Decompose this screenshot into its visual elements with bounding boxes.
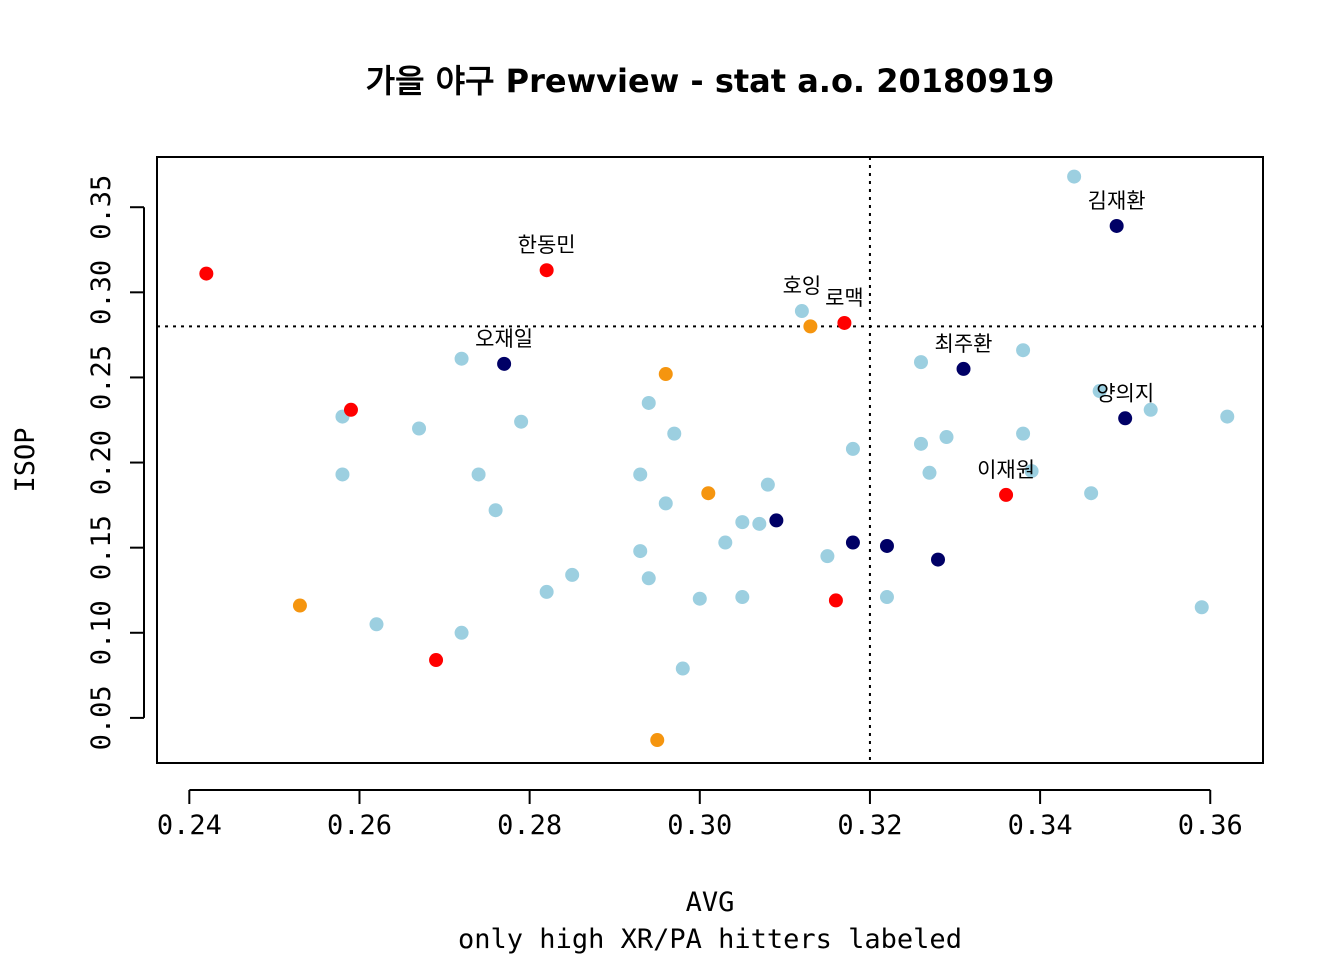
point-label: 한동민: [518, 233, 576, 257]
data-point: [803, 319, 818, 334]
point-label: 최주환: [935, 332, 993, 356]
data-point: [1084, 486, 1099, 501]
data-point: [412, 421, 427, 436]
y-tick-label: 0.25: [86, 345, 117, 410]
data-point: [1194, 600, 1209, 615]
data-point: [1118, 411, 1133, 426]
data-point: [471, 467, 486, 482]
data-point: [845, 535, 860, 550]
data-point: [343, 402, 358, 417]
data-point: [1016, 343, 1031, 358]
data-point: [454, 625, 469, 640]
data-point: [454, 351, 469, 366]
data-point: [1143, 402, 1158, 417]
x-tick-label: 0.34: [1008, 810, 1073, 841]
x-axis: 0.24 0.26 0.28 0.30 0.32 0.34 0.36: [157, 789, 1243, 841]
data-point: [650, 733, 665, 748]
data-point: [1016, 426, 1031, 441]
data-point: [752, 516, 767, 531]
data-point: [429, 653, 444, 668]
data-point: [667, 426, 682, 441]
data-point: [956, 361, 971, 376]
y-axis-label: ISOP: [10, 427, 41, 492]
data-point: [718, 535, 733, 550]
data-point: [794, 304, 809, 319]
data-point: [931, 552, 946, 567]
data-point: [692, 591, 707, 606]
data-point: [633, 544, 648, 559]
x-tick-label: 0.24: [157, 810, 222, 841]
point-label: 김재환: [1088, 189, 1146, 213]
x-tick-label: 0.36: [1178, 810, 1243, 841]
data-point: [837, 315, 852, 330]
data-point: [999, 487, 1014, 502]
data-point: [633, 467, 648, 482]
y-tick-label: 0.10: [86, 600, 117, 665]
data-point: [845, 441, 860, 456]
x-tick-label: 0.30: [667, 810, 732, 841]
data-point: [735, 590, 750, 605]
data-point: [675, 661, 690, 676]
data-point: [641, 571, 656, 586]
point-label: 양의지: [1096, 381, 1154, 405]
data-point: [335, 467, 350, 482]
data-point: [292, 598, 307, 613]
data-point: [939, 430, 954, 445]
data-point: [760, 477, 775, 492]
data-point: [1092, 384, 1107, 399]
data-points: [199, 169, 1235, 748]
y-tick-label: 0.05: [86, 685, 117, 750]
data-point: [1067, 169, 1082, 184]
data-point: [1024, 464, 1039, 479]
x-tick-label: 0.26: [327, 810, 392, 841]
y-axis: 0.05 0.10 0.15 0.20 0.25 0.30 0.35: [86, 175, 145, 750]
x-axis-label: AVG: [686, 887, 735, 918]
y-tick-label: 0.20: [86, 430, 117, 495]
x-tick-label: 0.32: [837, 810, 902, 841]
data-point: [488, 503, 503, 518]
data-point: [879, 590, 894, 605]
data-point: [701, 486, 716, 501]
point-label: 호잉: [783, 274, 822, 298]
data-point: [1109, 218, 1124, 233]
data-point: [641, 395, 656, 410]
data-point: [828, 593, 843, 608]
point-label: 오재일: [475, 327, 533, 351]
chart-title: 가을 야구 Prewview - stat a.o. 20180919: [366, 62, 1055, 100]
x-tick-label: 0.28: [497, 810, 562, 841]
data-point: [913, 355, 928, 370]
data-point: [658, 367, 673, 382]
y-tick-label: 0.35: [86, 175, 117, 240]
plot-frame: [156, 156, 1264, 764]
chart-subtitle: only high XR/PA hitters labeled: [458, 924, 962, 955]
data-point: [735, 515, 750, 530]
data-point: [539, 584, 554, 599]
y-tick-label: 0.15: [86, 515, 117, 580]
reference-lines: [157, 157, 1263, 763]
data-point: [820, 549, 835, 564]
data-point: [514, 414, 529, 429]
data-point: [369, 617, 384, 632]
data-point: [913, 436, 928, 451]
data-point: [922, 465, 937, 480]
point-label: 로맥: [825, 286, 864, 310]
data-point: [565, 567, 580, 582]
point-label: 이재원: [977, 458, 1035, 482]
data-point: [497, 356, 512, 371]
y-tick-label: 0.30: [86, 260, 117, 325]
data-point: [658, 496, 673, 511]
data-point: [769, 513, 784, 528]
data-point: [199, 266, 214, 281]
data-point: [1220, 409, 1235, 424]
data-point: [539, 263, 554, 278]
data-point: [879, 538, 894, 553]
